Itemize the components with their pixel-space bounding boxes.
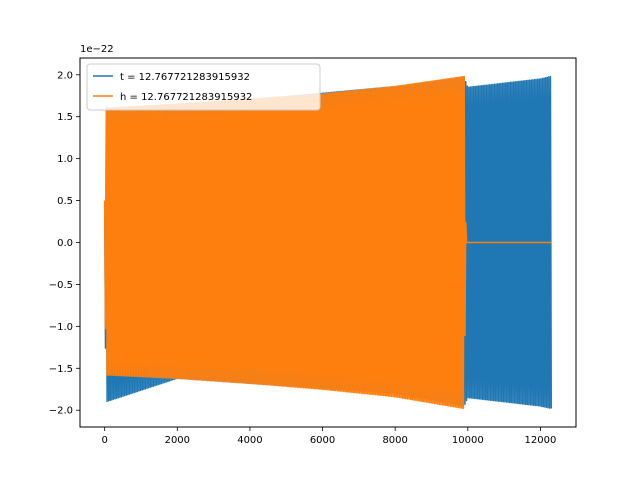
y-tick-label: 1.0: [57, 154, 73, 165]
y-tick-label: 0.5: [57, 196, 73, 207]
y-offset-text: 1e−22: [80, 44, 114, 55]
y-tick-label: −1.5: [49, 364, 73, 375]
x-tick-label: 8000: [382, 435, 407, 446]
x-tick-label: 6000: [310, 435, 335, 446]
y-tick-label: −2.0: [49, 406, 73, 417]
y-tick-label: 1.5: [57, 112, 73, 123]
legend-label-1: h = 12.767721283915932: [120, 92, 252, 103]
legend-box: [86, 63, 321, 111]
series-line-1: [103, 75, 552, 410]
plot-area: [103, 75, 552, 410]
x-tick-label: 4000: [237, 435, 262, 446]
x-tick-label: 12000: [525, 435, 557, 446]
legend: t = 12.767721283915932 h = 12.76772128391…: [86, 63, 321, 111]
y-tick-label: −0.5: [49, 280, 73, 291]
x-tick-label: 2000: [165, 435, 190, 446]
x-axis: 0 2000 4000 6000 8000 10000 12000: [102, 427, 557, 446]
series-path-1: [103, 75, 552, 410]
y-axis: −2.0 −1.5 −1.0 −0.5 0.0 0.5 1.0 1.5 2.0: [49, 70, 80, 417]
x-tick-label: 0: [102, 435, 108, 446]
y-tick-label: 2.0: [57, 70, 73, 81]
y-tick-label: 0.0: [57, 238, 73, 249]
x-tick-label: 10000: [452, 435, 484, 446]
legend-label-0: t = 12.767721283915932: [120, 72, 250, 83]
y-tick-label: −1.0: [49, 322, 73, 333]
